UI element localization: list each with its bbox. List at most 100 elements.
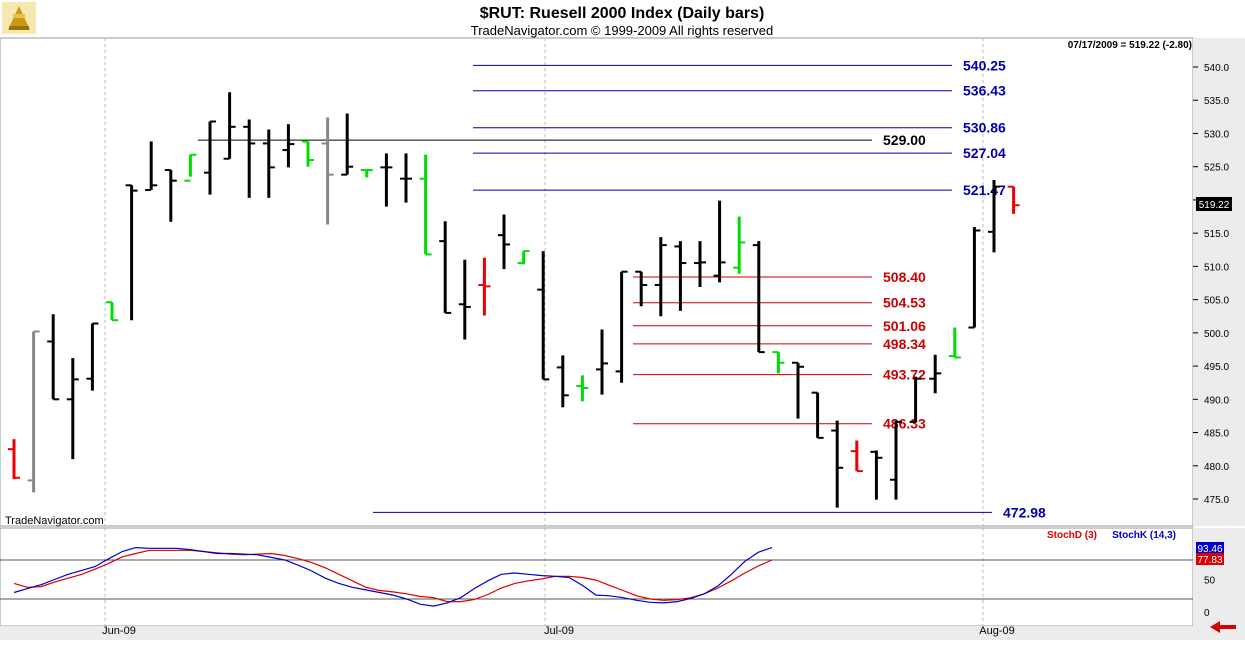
price-tick-label: 500.0 [1204, 329, 1229, 340]
support-level-label: 501.06 [883, 318, 926, 334]
price-axis [1193, 38, 1245, 526]
ohlc-bar [204, 120, 216, 195]
support-level-label: 504.53 [883, 295, 926, 311]
ohlc-bar [164, 169, 177, 222]
ohlc-bar [66, 358, 79, 460]
ohlc-bar [694, 241, 706, 287]
stoch-d-line [13, 549, 773, 603]
ohlc-bar [498, 214, 510, 270]
support-level-label: 498.34 [883, 336, 926, 352]
ohlc-bar [86, 322, 99, 391]
resistance-level-label: 536.43 [963, 83, 1006, 99]
stoch-d-legend: StochD (3) [1047, 530, 1097, 541]
ohlc-bar [262, 129, 275, 198]
ohlc-bar [870, 450, 883, 500]
price-tick-label: 475.0 [1204, 495, 1229, 506]
ohlc-bar [341, 113, 354, 176]
chart-subtitle: TradeNavigator.com © 1999-2009 All right… [471, 23, 773, 38]
tradenavigator-logo-icon[interactable] [2, 2, 36, 34]
time-axis-label: Jul-09 [544, 625, 574, 637]
chart-title: $RUT: Ruesell 2000 Index (Daily bars) [480, 5, 765, 22]
ohlc-bar [282, 124, 295, 168]
ohlc-bar [458, 259, 471, 340]
price-tick-label: 510.0 [1204, 262, 1229, 273]
date-readout: 07/17/2009 = 519.22 (-2.80) [1068, 40, 1192, 51]
resistance-level-label: 521.47 [963, 182, 1006, 198]
time-axis-labels: Jun-09 Jul-09 Aug-09 [102, 625, 1015, 637]
ohlc-bar [909, 376, 922, 423]
ohlc-bar [27, 330, 40, 493]
scroll-left-arrow-icon[interactable] [1210, 621, 1236, 633]
ohlc-bar [811, 391, 824, 439]
ohlc-bar [184, 153, 197, 182]
stoch-k-last-box [1196, 542, 1224, 554]
price-tick-label: 535.0 [1204, 96, 1229, 107]
ohlc-bar [850, 440, 863, 473]
ohlc-bar [929, 354, 942, 394]
ohlc-bar [948, 327, 961, 359]
ohlc-bar [615, 270, 628, 383]
stoch-d-last-box [1196, 553, 1224, 565]
price-tick-label: 515.0 [1204, 229, 1229, 240]
price-tick-label: 530.0 [1204, 129, 1229, 140]
price-tick-label: 505.0 [1204, 296, 1229, 307]
price-bars [8, 92, 1020, 508]
ohlc-bar [1007, 185, 1020, 214]
ohlc-bar [596, 329, 608, 395]
ohlc-bar [47, 314, 60, 401]
ohlc-bar [556, 355, 569, 408]
ohlc-bar [380, 153, 393, 207]
support-level-label: 493.72 [883, 367, 926, 383]
ohlc-bar [223, 92, 236, 160]
price-tick-label: 490.0 [1204, 395, 1229, 406]
stoch-d-last-label: 77.83 [1197, 555, 1222, 566]
stoch-k-last-label: 93.46 [1197, 544, 1222, 555]
time-axis-label: Aug-09 [979, 625, 1014, 637]
gridlines [104, 38, 984, 626]
ohlc-bar [321, 117, 334, 225]
resistance-level-label: 530.86 [963, 120, 1006, 136]
ohlc-bar [400, 153, 412, 203]
watermark-text: TradeNavigator.com [5, 515, 104, 527]
ohlc-bar [106, 301, 118, 322]
time-axis [0, 626, 1245, 640]
stoch-tick-label: 0 [1204, 608, 1210, 619]
support-level-label: 486.33 [883, 416, 926, 432]
ohlc-bar [419, 154, 432, 256]
price-tick-label: 495.0 [1204, 362, 1229, 373]
ohlc-bar [890, 420, 902, 500]
time-axis-label: Jun-09 [102, 625, 136, 637]
ohlc-bar [8, 439, 20, 480]
ohlc-bar [733, 216, 746, 274]
ohlc-bar [674, 241, 687, 311]
ohlc-bar [537, 251, 550, 381]
resistance-level-label: 540.25 [963, 57, 1006, 73]
ohlc-bar [831, 420, 844, 508]
level-lines: 540.25 536.43 530.86 529.00 527.04 521.47 508.… [198, 57, 1046, 520]
ohlc-bar [302, 140, 314, 167]
pivot-level-label: 529.00 [883, 132, 926, 148]
ohlc-bar [517, 250, 530, 265]
ohlc-bar [635, 270, 648, 307]
stoch-tick-label: 50 [1204, 576, 1216, 587]
price-tick-label: 485.0 [1204, 429, 1229, 440]
ohlc-bar [752, 241, 765, 354]
ohlc-bar [145, 141, 158, 191]
last-price-box [1196, 197, 1232, 211]
ohlc-bar [792, 361, 804, 419]
ohlc-bar [988, 179, 1000, 253]
price-panel [0, 37, 1194, 527]
ohlc-bar [968, 227, 981, 329]
ohlc-bar [654, 237, 667, 317]
stochastic-lines: 0 50 [0, 546, 1216, 619]
ohlc-bar [243, 119, 256, 198]
price-tick-label: 480.0 [1204, 462, 1229, 473]
ohlc-bar [713, 200, 726, 283]
ohlc-bar [478, 257, 491, 316]
ohlc-bar [439, 221, 452, 314]
stoch-k-line [13, 546, 773, 607]
stoch-k-legend: StochK (14,3) [1112, 530, 1176, 541]
price-tick-label: 540.0 [1204, 63, 1229, 74]
